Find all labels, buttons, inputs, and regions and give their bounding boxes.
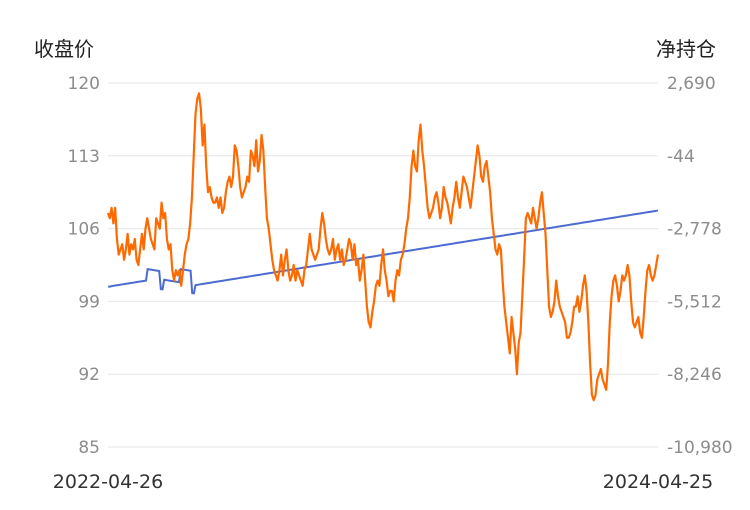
left-axis-ticks: 120 113 106 99 92 85: [68, 74, 100, 458]
right-axis-ticks: 2,690 -44 -2,778 -5,512 -8,246 -10,980: [667, 74, 733, 458]
left-tick-label: 85: [78, 438, 100, 458]
left-tick-label: 92: [78, 365, 100, 385]
right-tick-label: 2,690: [667, 74, 716, 94]
left-tick-label: 113: [68, 147, 100, 167]
gridlines: [108, 82, 658, 448]
left-tick-label: 99: [78, 292, 100, 312]
x-tick-label: 2024-04-25: [603, 471, 713, 493]
right-tick-label: -2,778: [667, 220, 722, 240]
left-axis-title: 收盘价: [34, 37, 94, 61]
right-tick-label: -8,246: [667, 365, 722, 385]
x-axis-ticks: 2022-04-26 2024-04-25: [53, 471, 713, 493]
right-tick-label: -10,980: [667, 438, 733, 458]
x-tick-label: 2022-04-26: [53, 471, 163, 493]
right-tick-label: -5,512: [667, 292, 722, 312]
right-tick-label: -44: [667, 147, 695, 167]
right-axis-title: 净持仓: [656, 37, 716, 61]
left-tick-label: 106: [68, 220, 100, 240]
left-tick-label: 120: [68, 74, 100, 94]
close-price-series-line: [106, 92, 660, 402]
